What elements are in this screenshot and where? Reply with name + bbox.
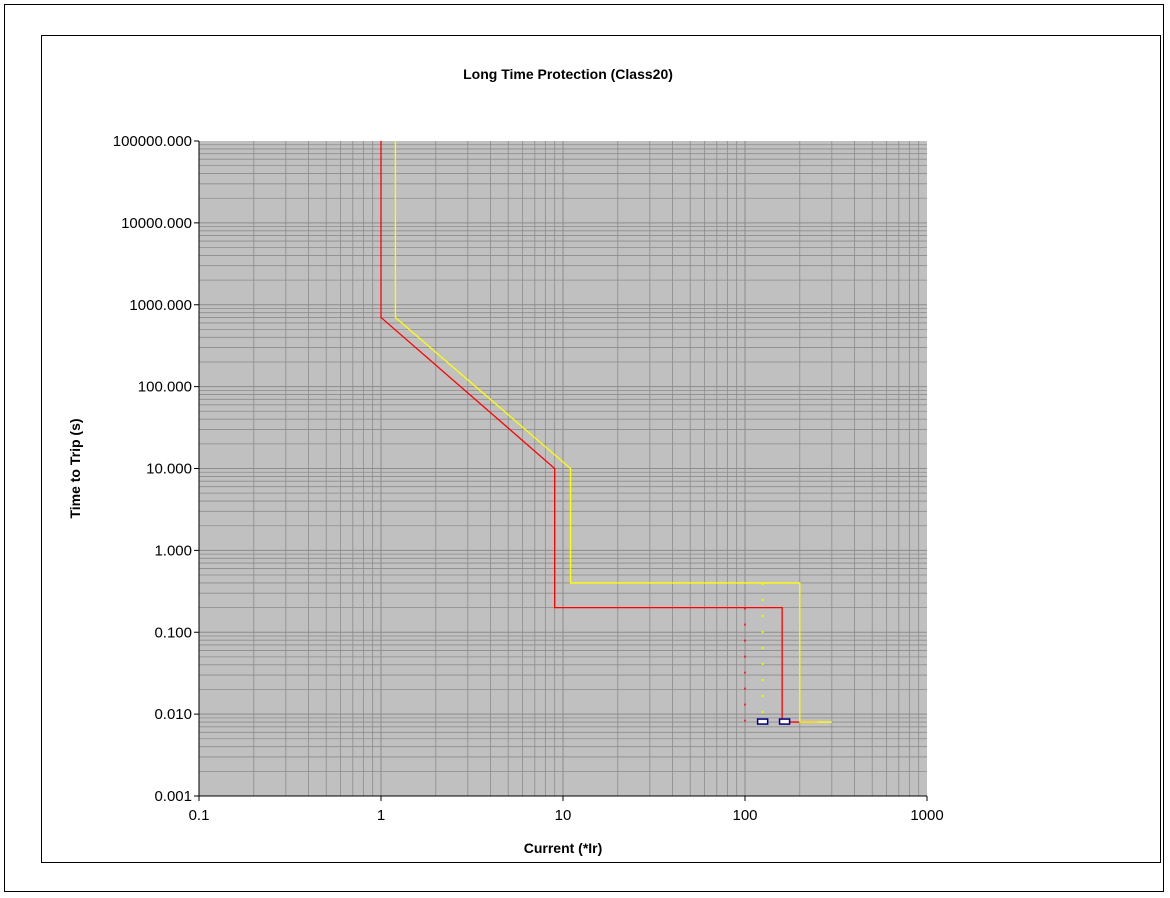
plot-area: 0.001 0.010 0.100 1.000 10.000 100.000 1000.00… — [113, 133, 944, 824]
x-axis-title: Current (*Ir) — [524, 840, 603, 856]
y-axis-title: Time to Trip (s) — [67, 418, 83, 518]
x-tick-label: 100 — [732, 807, 757, 824]
y-tick-label: 100.000 — [138, 379, 192, 396]
y-tick-label: 100000.000 — [113, 133, 192, 150]
y-tick-label: 10000.000 — [121, 215, 192, 232]
x-tick-label: 0.1 — [189, 807, 210, 824]
data-marker-1 — [756, 718, 769, 725]
grid-lines — [198, 141, 927, 797]
data-marker-2 — [778, 718, 791, 725]
series-line-2 — [394, 141, 832, 723]
chart-title: Long Time Protection (Class20) — [463, 66, 673, 82]
chart-svg: Long Time Protection (Class20) 0.001 0.01… — [67, 66, 944, 856]
y-tick-label: 1.000 — [154, 542, 192, 559]
chart-area: Long Time Protection (Class20) 0.001 0.01… — [41, 35, 1161, 863]
page-frame: Long Time Protection (Class20) 0.001 0.01… — [4, 4, 1164, 892]
x-tick-label: 1 — [377, 807, 385, 824]
x-tick-label: 10 — [555, 807, 572, 824]
y-tick-label: 0.010 — [154, 706, 192, 723]
y-tick-label: 0.001 — [154, 788, 192, 805]
y-tick-label: 1000.000 — [129, 297, 192, 314]
y-tick-label: 0.100 — [154, 624, 192, 641]
x-tick-label: 1000 — [910, 807, 943, 824]
y-tick-label: 10.000 — [146, 461, 192, 478]
